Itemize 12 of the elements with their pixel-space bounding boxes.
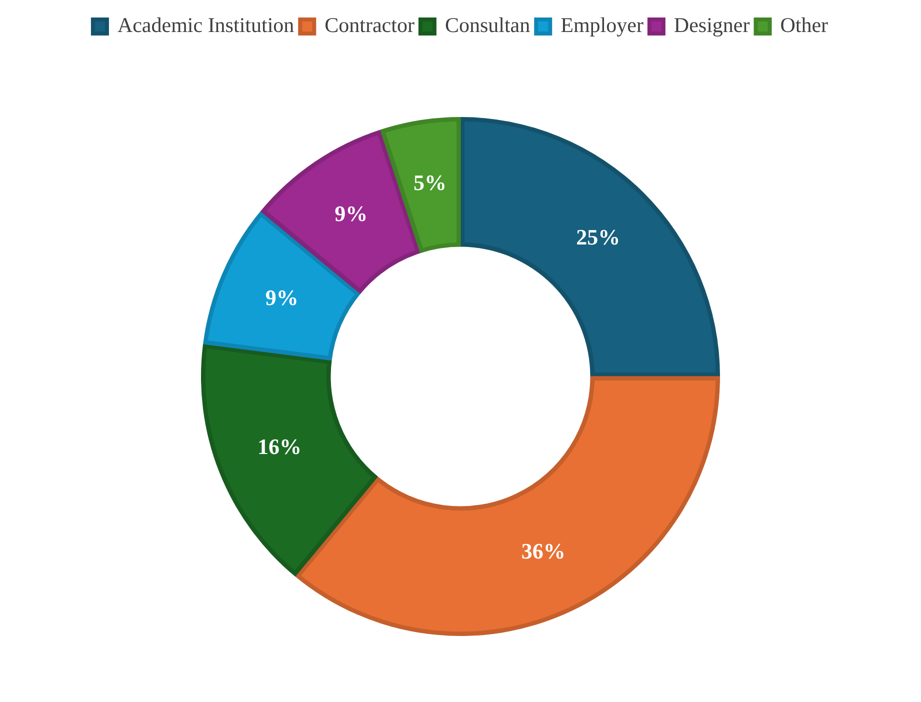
data-label: 16% bbox=[258, 434, 302, 459]
legend-label: Designer bbox=[674, 13, 750, 38]
legend-label: Contractor bbox=[324, 13, 414, 38]
data-label: 25% bbox=[576, 224, 620, 250]
data-label: 36% bbox=[521, 538, 566, 564]
data-label: 9% bbox=[334, 201, 368, 226]
legend-label: Consultan bbox=[444, 13, 531, 38]
legend-label: Employer bbox=[560, 13, 644, 38]
data-label: 9% bbox=[265, 284, 298, 310]
legend-label: Other bbox=[780, 13, 828, 38]
legend-label: Academic Institution bbox=[117, 13, 295, 38]
data-label: 5% bbox=[414, 170, 447, 195]
